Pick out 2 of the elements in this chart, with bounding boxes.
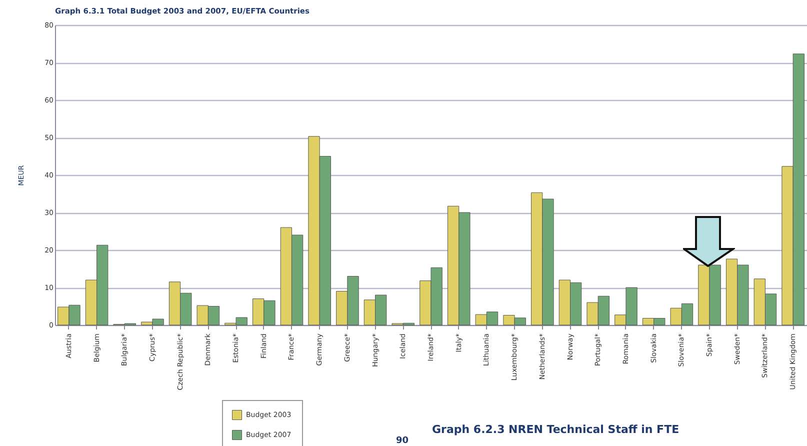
caption: Graph 6.2.3 NREN Technical Staff in FTE	[432, 423, 680, 436]
text: 90	[396, 436, 409, 446]
